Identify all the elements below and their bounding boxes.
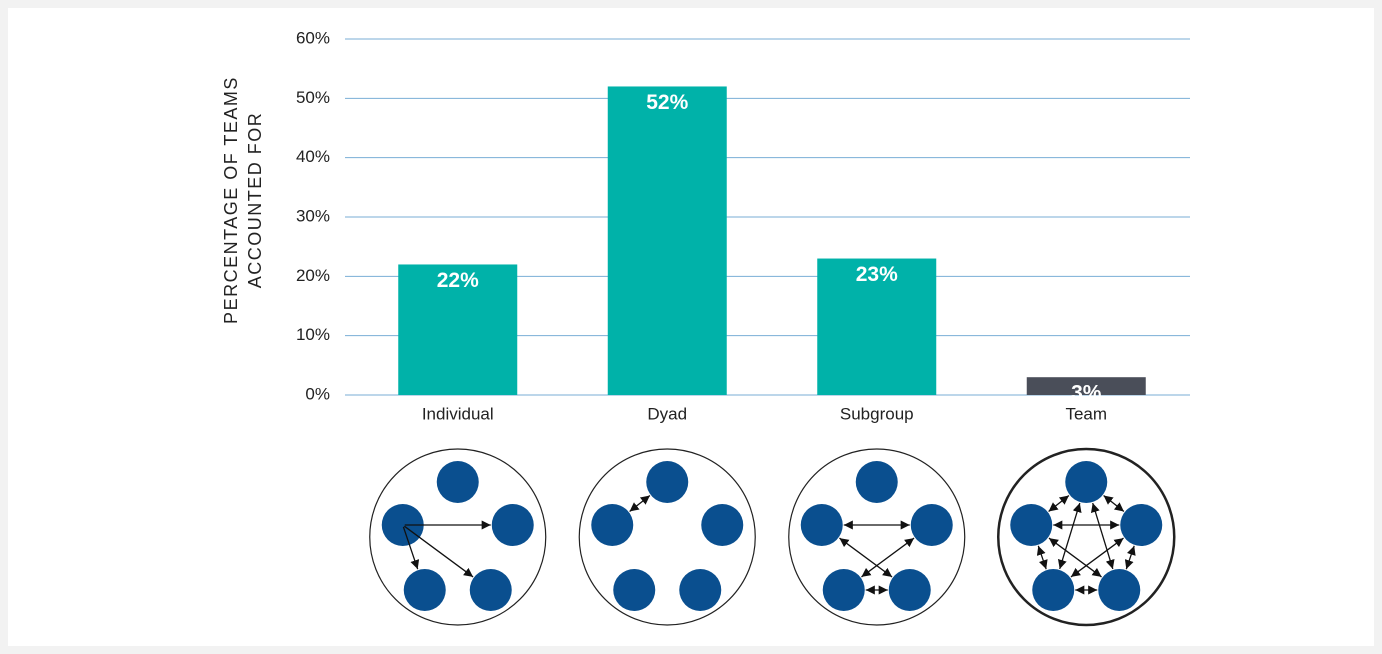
y-axis-label-line: PERCENTAGE OF TEAMS [221, 76, 241, 324]
x-tick-label: Subgroup [840, 404, 914, 423]
value-label: 3% [1071, 382, 1102, 405]
diagram-node [1065, 461, 1108, 503]
diagram-node [436, 461, 479, 503]
y-tick-label: 0% [305, 384, 330, 403]
diagram-arrow [1070, 537, 1124, 578]
diagram-node [469, 569, 512, 611]
diagram-node [888, 569, 931, 611]
diagram-node [591, 504, 634, 546]
diagram-node [1120, 504, 1163, 546]
diagram-node [855, 461, 898, 503]
y-tick-label: 20% [296, 266, 330, 285]
network-diagram [788, 448, 966, 626]
network-diagram [578, 448, 756, 626]
diagram-node [403, 569, 446, 611]
bar [817, 258, 937, 395]
bar [607, 86, 727, 395]
diagram-node [646, 461, 689, 503]
bar [398, 264, 518, 395]
y-tick-label: 40% [296, 147, 330, 166]
x-tick-label: Individual [422, 404, 494, 423]
value-label: 52% [646, 91, 688, 114]
y-tick-label: 30% [296, 206, 330, 225]
value-label: 23% [856, 263, 898, 286]
diagram-node [822, 569, 865, 611]
x-tick-label: Dyad [647, 404, 687, 423]
diagram-arrow [403, 525, 474, 578]
diagram-node [613, 569, 656, 611]
diagram-node [491, 504, 534, 546]
y-tick-label: 60% [296, 28, 330, 47]
bar [1026, 377, 1146, 395]
diagram-arrow [1036, 545, 1048, 570]
network-diagram [997, 447, 1176, 627]
diagram-node [800, 504, 843, 546]
y-tick-label: 10% [296, 325, 330, 344]
y-tick-label: 50% [296, 88, 330, 107]
value-label: 22% [437, 269, 479, 292]
diagram-node [910, 504, 953, 546]
y-axis-label: PERCENTAGE OF TEAMS ACCOUNTED FOR [221, 76, 265, 324]
diagram-arrow [1124, 545, 1136, 570]
diagram-node [701, 504, 744, 546]
diagram-arrow [629, 495, 651, 512]
y-axis-label-line: ACCOUNTED FOR [245, 112, 265, 289]
diagram-node [1032, 569, 1075, 611]
diagram-arrow [402, 526, 420, 570]
diagram-arrow [861, 537, 915, 578]
diagram-node [679, 569, 722, 611]
diagram-node [1010, 504, 1053, 546]
diagram-node [1098, 569, 1141, 611]
x-tick-label: Team [1065, 404, 1107, 423]
network-diagram [369, 448, 547, 626]
diagram-node [381, 504, 424, 546]
